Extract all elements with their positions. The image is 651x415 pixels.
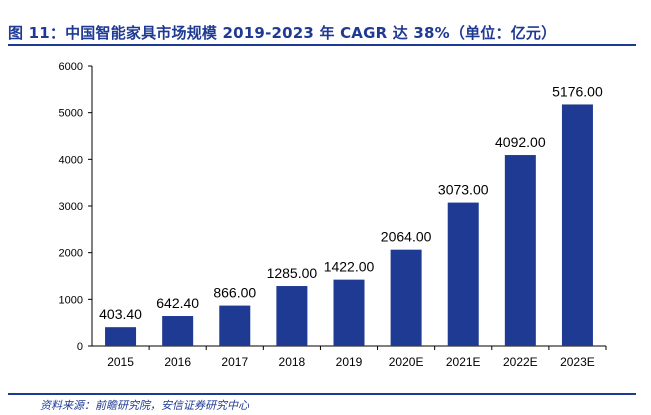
y-tick-label: 5000 bbox=[59, 108, 83, 120]
footer-divider bbox=[8, 393, 636, 395]
y-tick-label: 1000 bbox=[59, 294, 83, 306]
data-label: 3073.00 bbox=[438, 182, 489, 198]
data-label: 4092.00 bbox=[495, 134, 546, 150]
x-tick-label: 2022E bbox=[503, 355, 538, 369]
bar bbox=[390, 249, 422, 346]
x-tick-label: 2021E bbox=[446, 355, 481, 369]
data-label: 1285.00 bbox=[267, 265, 318, 281]
x-tick-label: 2017 bbox=[221, 355, 248, 369]
data-label: 866.00 bbox=[213, 285, 256, 301]
x-tick-label: 2016 bbox=[164, 355, 191, 369]
data-label: 403.40 bbox=[99, 306, 142, 322]
bar bbox=[333, 279, 365, 346]
y-tick-label: 6000 bbox=[59, 61, 83, 73]
data-label: 1422.00 bbox=[324, 259, 375, 275]
x-tick-label: 2015 bbox=[107, 355, 134, 369]
y-tick-label: 3000 bbox=[59, 201, 83, 213]
x-tick-label: 2019 bbox=[336, 355, 363, 369]
x-tick-label: 2023E bbox=[560, 355, 595, 369]
bar bbox=[504, 155, 536, 346]
bar bbox=[276, 286, 308, 346]
x-tick-label: 2018 bbox=[279, 355, 306, 369]
bar bbox=[561, 104, 593, 346]
y-tick-label: 0 bbox=[77, 341, 83, 353]
title-divider bbox=[8, 44, 636, 46]
data-label: 5176.00 bbox=[552, 83, 603, 99]
bar bbox=[219, 305, 251, 346]
bar-chart: 0 1000 2000 3000 4000 5000 6000 403.40 2015 642.4… bbox=[59, 61, 607, 369]
data-label: 2064.00 bbox=[381, 229, 432, 245]
y-tick-label: 2000 bbox=[59, 248, 83, 260]
bar bbox=[105, 327, 137, 346]
bar bbox=[447, 202, 479, 346]
x-tick-label: 2020E bbox=[389, 355, 424, 369]
chart-title: 图 11：中国智能家具市场规模 2019-2023 年 CAGR 达 38%（单… bbox=[8, 24, 557, 42]
y-tick-label: 4000 bbox=[59, 154, 83, 166]
source-note: 资料来源：前瞻研究院，安信证券研究中心 bbox=[40, 399, 249, 412]
data-label: 642.40 bbox=[156, 295, 199, 311]
bar bbox=[162, 316, 194, 346]
